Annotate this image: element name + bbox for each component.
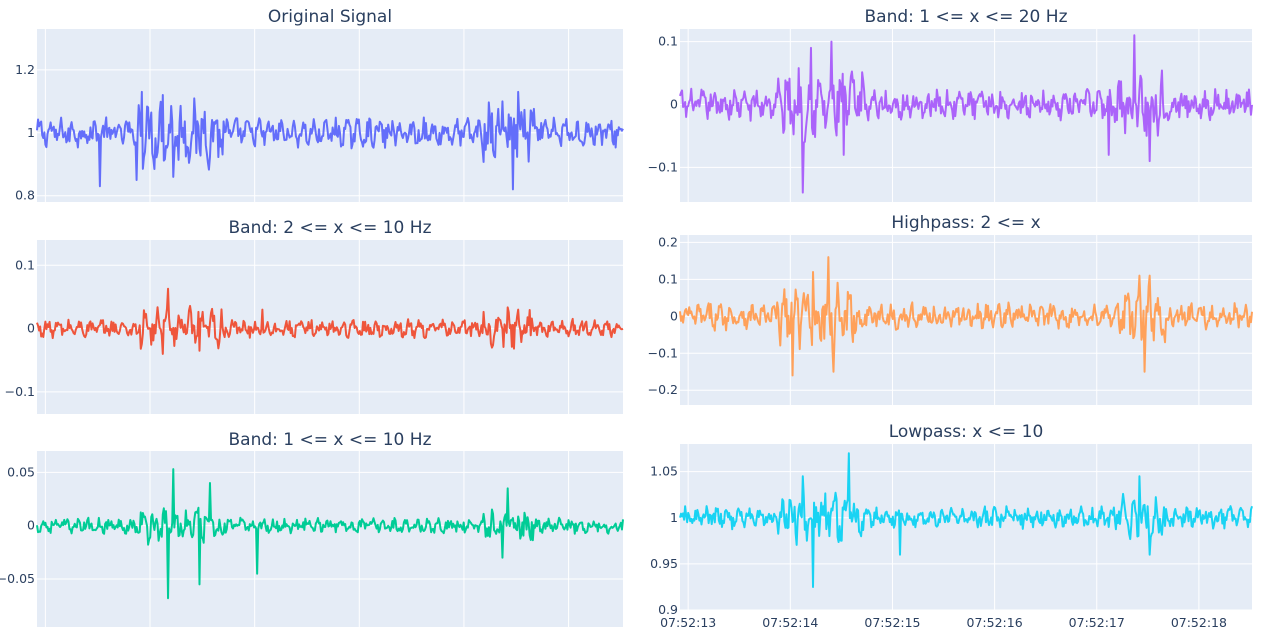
y-tick-label: 0 [27,518,35,533]
y-tick-label: 0.9 [658,602,678,617]
x-tick-label: 07:52:15 [864,615,920,630]
plot-background [37,451,623,627]
y-tick-label: −0.1 [5,384,35,399]
y-tick-label: 1.05 [650,464,678,479]
series-line [36,287,624,355]
y-tick-label: −0.2 [648,382,678,397]
y-tick-label: 0.1 [658,271,678,286]
series-line [679,256,1253,377]
y-tick-label: −0.1 [648,159,678,174]
y-tick-label: 1 [27,125,35,140]
subplot-1: 0.8 1 1.2 Original Signal [15,7,624,203]
y-tick-label: 1.2 [15,62,35,77]
subplot-title: Band: 1 <= x <= 20 Hz [865,7,1068,27]
y-tick-label: 0 [670,308,678,323]
subplot-6: 0.9 0.95 1 1.05 Lowpass: x <= 10 07:52:13 07:5… [650,422,1253,630]
series-line [679,34,1253,194]
series-line [679,452,1253,588]
y-tick-label: −0.05 [0,571,35,586]
y-tick-label: 1 [670,510,678,525]
plot-background [680,444,1252,610]
subplot-title: Original Signal [268,7,392,27]
subplot-title: Band: 2 <= x <= 10 Hz [229,218,432,238]
series-line [36,90,624,191]
x-tick-label: 07:52:18 [1171,615,1227,630]
x-tick-label: 07:52:17 [1069,615,1125,630]
x-tick-label: 07:52:13 [660,615,716,630]
y-tick-label: 0.95 [650,556,678,571]
y-tick-label: 0.05 [7,464,35,479]
y-tick-label: 0.8 [15,188,35,203]
y-tick-label: 0 [670,96,678,111]
subplot-2: −0.1 0 0.1 Band: 1 <= x <= 20 Hz [648,7,1253,202]
y-tick-label: 0.1 [15,257,35,272]
y-tick-label: 0.2 [658,234,678,249]
subplot-3: −0.1 0 0.1 Band: 2 <= x <= 10 Hz [5,218,624,414]
x-tick-label: 07:52:14 [762,615,818,630]
subplot-title: Highpass: 2 <= x [891,213,1040,233]
x-tick-label: 07:52:16 [967,615,1023,630]
subplot-title: Lowpass: x <= 10 [889,422,1044,442]
y-tick-label: −0.1 [648,345,678,360]
series-line [36,468,624,600]
subplot-5: −0.05 0 0.05 Band: 1 <= x <= 10 Hz [0,430,624,627]
subplot-title: Band: 1 <= x <= 10 Hz [229,430,432,450]
y-tick-label: 0 [27,321,35,336]
subplot-4: −0.2 −0.1 0 0.1 0.2 Highpass: 2 <= x [648,213,1253,405]
y-tick-label: 0.1 [658,34,678,49]
